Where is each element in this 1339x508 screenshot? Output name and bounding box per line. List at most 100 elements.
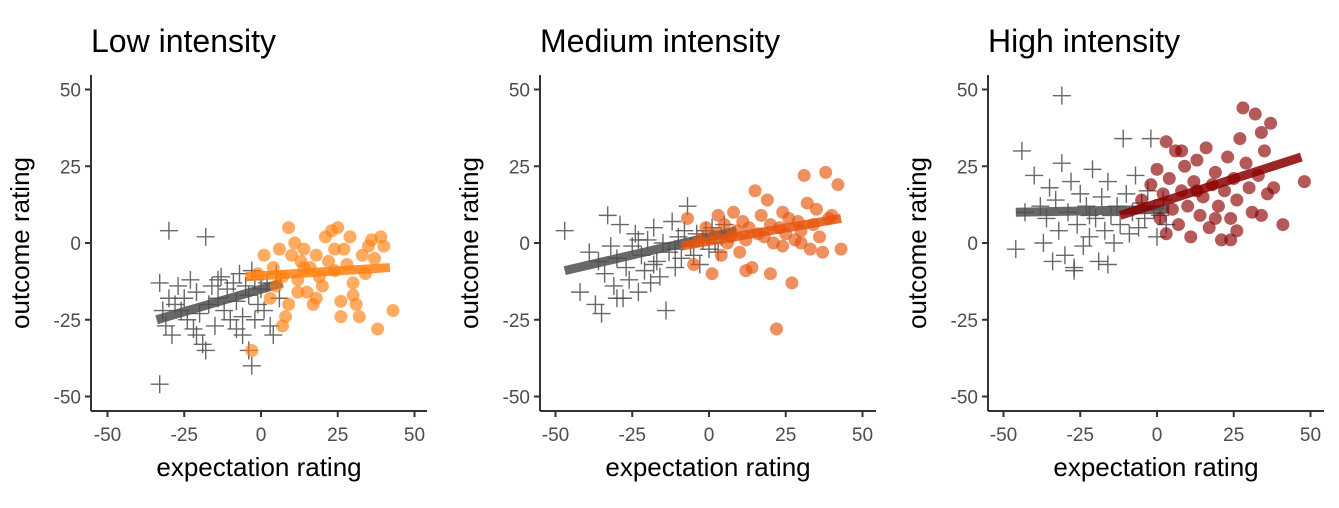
data-point xyxy=(368,251,382,265)
data-point xyxy=(785,276,799,290)
data-point xyxy=(209,270,228,289)
data-point xyxy=(1150,162,1164,176)
y-tick-label: 50 xyxy=(957,81,978,102)
data-point xyxy=(592,304,611,323)
x-tick-label: -50 xyxy=(542,425,569,446)
data-point xyxy=(610,215,629,234)
data-point xyxy=(650,267,669,286)
data-point xyxy=(760,193,774,207)
data-point xyxy=(1171,218,1185,232)
data-point xyxy=(809,202,823,216)
data-point xyxy=(1199,141,1213,155)
data-point xyxy=(377,239,391,253)
data-point xyxy=(309,248,323,262)
data-point xyxy=(1267,181,1281,195)
data-point xyxy=(1141,129,1160,148)
series-circle xyxy=(680,165,848,336)
data-point xyxy=(272,242,286,256)
data-point xyxy=(257,248,271,262)
data-point xyxy=(1254,208,1268,222)
data-point xyxy=(1071,184,1090,203)
data-point xyxy=(162,326,181,345)
data-point xyxy=(1181,199,1195,213)
series-plus xyxy=(555,197,738,323)
data-point xyxy=(1111,215,1130,234)
data-point xyxy=(580,243,599,262)
data-point xyxy=(288,236,302,250)
data-point xyxy=(1236,101,1250,115)
data-point xyxy=(355,248,369,262)
data-point xyxy=(571,283,590,302)
y-tick-label: 50 xyxy=(60,81,81,102)
y-tick-label: 25 xyxy=(509,157,530,178)
x-tick-label: 0 xyxy=(704,425,715,446)
data-point xyxy=(255,301,274,320)
data-point xyxy=(263,291,277,305)
data-point xyxy=(733,245,747,259)
data-point xyxy=(1208,165,1222,179)
y-tick-label: 0 xyxy=(519,234,530,255)
data-point xyxy=(245,343,259,357)
data-point xyxy=(196,341,215,360)
data-point xyxy=(1114,129,1133,148)
data-point xyxy=(763,267,777,281)
data-point xyxy=(666,258,685,277)
data-point xyxy=(175,289,194,308)
data-point xyxy=(1153,211,1167,225)
data-point xyxy=(601,237,620,256)
data-point xyxy=(159,221,178,240)
data-point xyxy=(331,221,345,235)
data-point xyxy=(1006,240,1025,259)
data-point xyxy=(699,221,713,235)
x-tick-label: -25 xyxy=(171,425,198,446)
data-point xyxy=(586,295,605,314)
series-plus xyxy=(150,221,289,394)
data-point xyxy=(641,273,660,292)
data-point xyxy=(834,242,848,256)
data-point xyxy=(1105,234,1124,252)
data-point xyxy=(1052,86,1071,105)
y-axis-label: outcome rating xyxy=(5,157,35,329)
data-point xyxy=(794,236,808,250)
data-point xyxy=(1214,233,1228,247)
data-point xyxy=(711,208,725,222)
x-tick-label: -25 xyxy=(619,425,646,446)
data-point xyxy=(297,242,311,256)
data-point xyxy=(644,218,663,237)
x-axis-label: expectation rating xyxy=(1053,452,1258,482)
data-point xyxy=(233,307,252,326)
data-point xyxy=(1068,215,1087,234)
data-point xyxy=(748,184,762,198)
data-point xyxy=(1178,159,1192,173)
data-point xyxy=(169,276,188,295)
y-tick-label: -50 xyxy=(951,388,978,409)
panel-2: Medium intensity -50 -25 0 25 50 -50 -25 0 25 50 ex… xyxy=(454,23,876,482)
data-point xyxy=(607,289,626,308)
data-point xyxy=(346,288,360,302)
data-point xyxy=(635,261,654,280)
data-point xyxy=(150,375,169,394)
data-point xyxy=(1264,116,1278,130)
data-point xyxy=(1224,233,1238,247)
x-tick-label: -25 xyxy=(1067,425,1094,446)
data-point xyxy=(1230,224,1244,238)
data-point xyxy=(1126,166,1145,185)
data-point xyxy=(598,206,617,225)
data-point xyxy=(245,310,264,329)
data-point xyxy=(371,322,385,336)
data-point xyxy=(264,326,283,345)
y-axis-label: outcome rating xyxy=(454,157,484,329)
data-point xyxy=(1162,172,1176,186)
data-point xyxy=(346,276,360,290)
panel-title: Medium intensity xyxy=(540,23,780,59)
x-tick-label: 25 xyxy=(775,425,796,446)
fit-line xyxy=(245,263,391,282)
data-point xyxy=(337,242,351,256)
y-tick-label: -50 xyxy=(503,388,530,409)
data-point xyxy=(1208,211,1222,225)
x-tick-label: 50 xyxy=(852,425,873,446)
data-point xyxy=(1117,184,1136,203)
data-point xyxy=(1043,252,1062,271)
data-point xyxy=(1144,178,1158,192)
y-tick-label: 0 xyxy=(967,234,978,255)
